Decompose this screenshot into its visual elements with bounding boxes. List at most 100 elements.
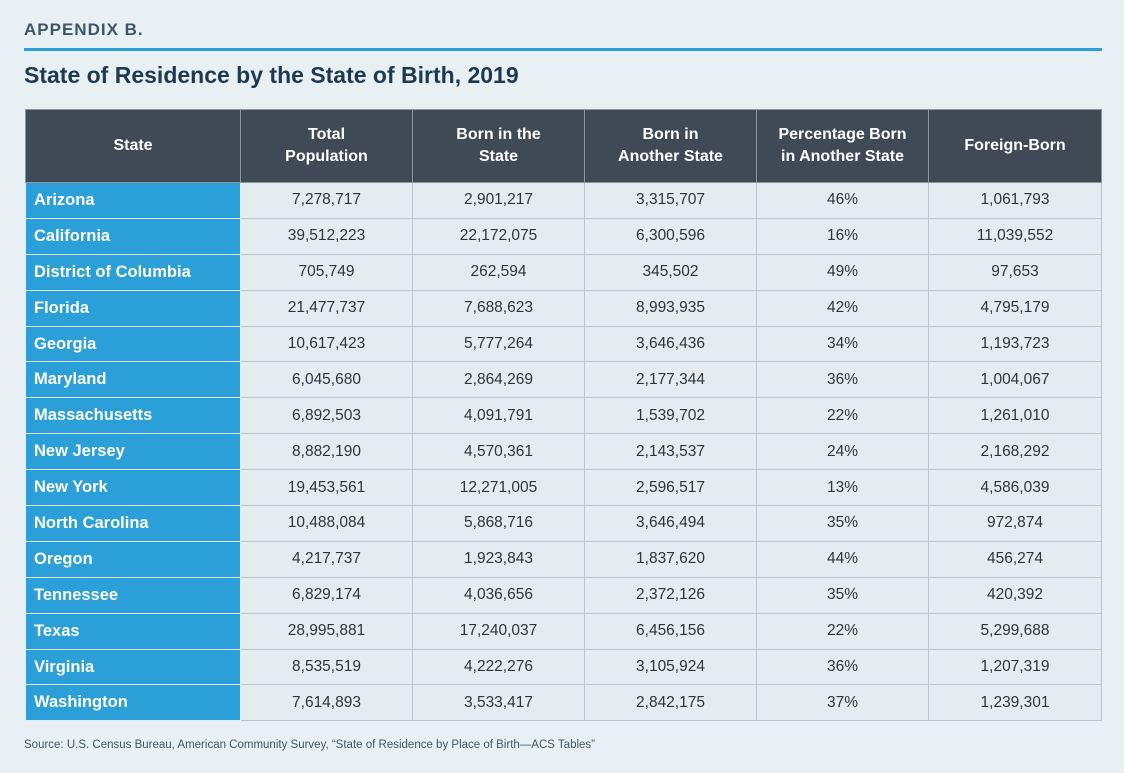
value-cell: 2,372,126: [584, 576, 757, 614]
column-header: Percentage Born in Another State: [756, 109, 929, 183]
value-cell: 16%: [756, 217, 929, 255]
value-cell: 7,278,717: [240, 182, 413, 219]
value-cell: 2,596,517: [584, 469, 757, 507]
value-cell: 1,837,620: [584, 540, 757, 578]
table-row: Washington 7,614,893 3,533,417 2,842,175 37%…: [25, 684, 1102, 722]
value-cell: 4,586,039: [928, 469, 1102, 507]
value-cell: 6,300,596: [584, 217, 757, 255]
value-cell: 4,570,361: [412, 433, 585, 471]
header-line: in Another State: [781, 148, 904, 165]
table-row: Oregon 4,217,737 1,923,843 1,837,620 44% 456,…: [25, 540, 1102, 578]
table-row: New Jersey 8,882,190 4,570,361 2,143,537 24%…: [25, 433, 1102, 471]
column-header: Born in the State: [412, 109, 585, 183]
value-cell: 4,036,656: [412, 576, 585, 614]
state-cell: Florida: [25, 289, 241, 327]
value-cell: 35%: [756, 505, 929, 542]
value-cell: 3,105,924: [584, 648, 757, 686]
value-cell: 8,993,935: [584, 289, 757, 327]
value-cell: 44%: [756, 540, 929, 578]
value-cell: 6,456,156: [584, 612, 757, 650]
value-cell: 39,512,223: [240, 217, 413, 255]
divider: [24, 48, 1102, 51]
value-cell: 3,315,707: [584, 182, 757, 219]
value-cell: 97,653: [928, 253, 1102, 291]
value-cell: 28,995,881: [240, 612, 413, 650]
value-cell: 10,617,423: [240, 325, 413, 363]
value-cell: 4,795,179: [928, 289, 1102, 327]
value-cell: 46%: [756, 182, 929, 219]
value-cell: 5,777,264: [412, 325, 585, 363]
state-cell: Virginia: [25, 648, 241, 686]
header-line: Another State: [618, 148, 723, 165]
table-row: Maryland 6,045,680 2,864,269 2,177,344 36% 1,…: [25, 361, 1102, 399]
value-cell: 1,539,702: [584, 397, 757, 435]
value-cell: 49%: [756, 253, 929, 291]
value-cell: 6,892,503: [240, 397, 413, 435]
value-cell: 3,533,417: [412, 684, 585, 722]
value-cell: 12,271,005: [412, 469, 585, 507]
value-cell: 13%: [756, 469, 929, 507]
value-cell: 22,172,075: [412, 217, 585, 255]
value-cell: 5,868,716: [412, 505, 585, 542]
value-cell: 1,207,319: [928, 648, 1102, 686]
column-header: Total Population: [240, 109, 413, 183]
header-line: State: [113, 137, 153, 154]
value-cell: 4,222,276: [412, 648, 585, 686]
table-row: California 39,512,223 22,172,075 6,300,596 1…: [25, 217, 1102, 255]
state-cell: Tennessee: [25, 576, 241, 614]
value-cell: 1,239,301: [928, 684, 1102, 722]
value-cell: 34%: [756, 325, 929, 363]
header-line: Born in the: [456, 126, 541, 143]
state-cell: Massachusetts: [25, 397, 241, 435]
value-cell: 262,594: [412, 253, 585, 291]
value-cell: 4,091,791: [412, 397, 585, 435]
value-cell: 2,901,217: [412, 182, 585, 219]
value-cell: 24%: [756, 433, 929, 471]
table-row: Massachusetts 6,892,503 4,091,791 1,539,702…: [25, 397, 1102, 435]
column-header: Born in Another State: [584, 109, 757, 183]
title: State of Residence by the State of Birth…: [24, 62, 519, 88]
table-row: Florida 21,477,737 7,688,623 8,993,935 42% 4,…: [25, 289, 1102, 327]
data-table: State Total Population Born in the State Born…: [25, 109, 1102, 722]
table-row: Virginia 8,535,519 4,222,276 3,105,924 36% 1,…: [25, 648, 1102, 686]
value-cell: 36%: [756, 648, 929, 686]
table-row: Texas 28,995,881 17,240,037 6,456,156 22% 5,2…: [25, 612, 1102, 650]
value-cell: 456,274: [928, 540, 1102, 578]
state-cell: Texas: [25, 612, 241, 650]
value-cell: 2,168,292: [928, 433, 1102, 471]
table-row: Arizona 7,278,717 2,901,217 3,315,707 46% 1,0…: [25, 182, 1102, 219]
state-cell: Maryland: [25, 361, 241, 399]
value-cell: 22%: [756, 612, 929, 650]
value-cell: 2,842,175: [584, 684, 757, 722]
header-line: Born in: [642, 126, 699, 143]
table-body: Arizona 7,278,717 2,901,217 3,315,707 46% 1,0…: [25, 182, 1102, 722]
value-cell: 7,614,893: [240, 684, 413, 722]
state-cell: California: [25, 217, 241, 255]
column-header: Foreign-Born: [928, 109, 1102, 183]
value-cell: 10,488,084: [240, 505, 413, 542]
column-header: State: [25, 109, 241, 183]
table-row: Tennessee 6,829,174 4,036,656 2,372,126 35% 4…: [25, 576, 1102, 614]
value-cell: 7,688,623: [412, 289, 585, 327]
value-cell: 972,874: [928, 505, 1102, 542]
value-cell: 1,193,723: [928, 325, 1102, 363]
header-line: Foreign-Born: [964, 137, 1066, 154]
value-cell: 1,004,067: [928, 361, 1102, 399]
value-cell: 11,039,552: [928, 217, 1102, 255]
state-cell: New Jersey: [25, 433, 241, 471]
value-cell: 705,749: [240, 253, 413, 291]
header-line: Percentage Born: [778, 126, 907, 143]
value-cell: 1,061,793: [928, 182, 1102, 219]
source-note: Source: U.S. Census Bureau, American Com…: [24, 739, 595, 751]
table-row: New York 19,453,561 12,271,005 2,596,517 13%…: [25, 469, 1102, 507]
value-cell: 3,646,436: [584, 325, 757, 363]
value-cell: 1,261,010: [928, 397, 1102, 435]
value-cell: 19,453,561: [240, 469, 413, 507]
value-cell: 8,882,190: [240, 433, 413, 471]
header-line: Population: [285, 148, 368, 165]
state-cell: Oregon: [25, 540, 241, 578]
value-cell: 22%: [756, 397, 929, 435]
table-row: District of Columbia 705,749 262,594 345,50…: [25, 253, 1102, 291]
value-cell: 21,477,737: [240, 289, 413, 327]
